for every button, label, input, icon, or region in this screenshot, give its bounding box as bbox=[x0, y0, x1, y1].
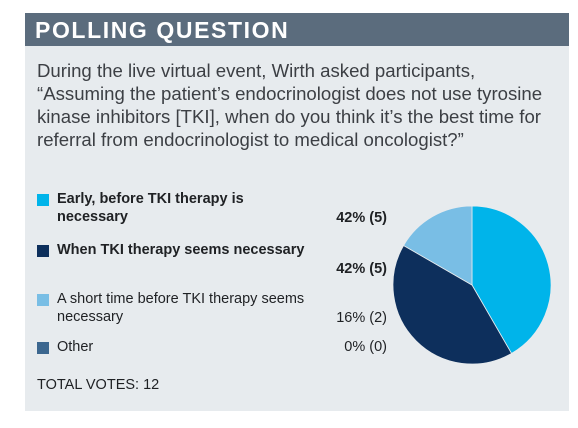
total-votes: TOTAL VOTES: 12 bbox=[37, 377, 160, 393]
pie-slice-when-tki bbox=[392, 244, 513, 365]
legend-label: Early, before TKI therapy is necessary bbox=[57, 191, 244, 225]
legend-value: 16% (2) bbox=[336, 310, 387, 326]
legend-value: 42% (5) bbox=[336, 261, 387, 277]
legend-value: 42% (5) bbox=[336, 210, 387, 226]
legend-swatch bbox=[37, 294, 49, 306]
question-text: During the live virtual event, Wirth ask… bbox=[37, 60, 543, 150]
legend-label: When TKI therapy seems necessary bbox=[57, 242, 305, 258]
pie-slice-early bbox=[471, 205, 552, 354]
header-bar: POLLING QUESTION bbox=[25, 13, 569, 46]
legend-swatch bbox=[37, 245, 49, 257]
legend-label: A short time before TKI therapy seems ne… bbox=[57, 291, 305, 325]
legend-value: 0% (0) bbox=[344, 339, 387, 355]
pie-slice-short-time bbox=[403, 205, 473, 286]
legend-label: Other bbox=[57, 339, 94, 355]
pie-chart bbox=[392, 205, 552, 365]
header-title: POLLING QUESTION bbox=[35, 17, 290, 43]
polling-panel: POLLING QUESTION During the live virtual… bbox=[25, 13, 569, 411]
legend-swatch bbox=[37, 342, 49, 354]
legend-swatch bbox=[37, 194, 49, 206]
